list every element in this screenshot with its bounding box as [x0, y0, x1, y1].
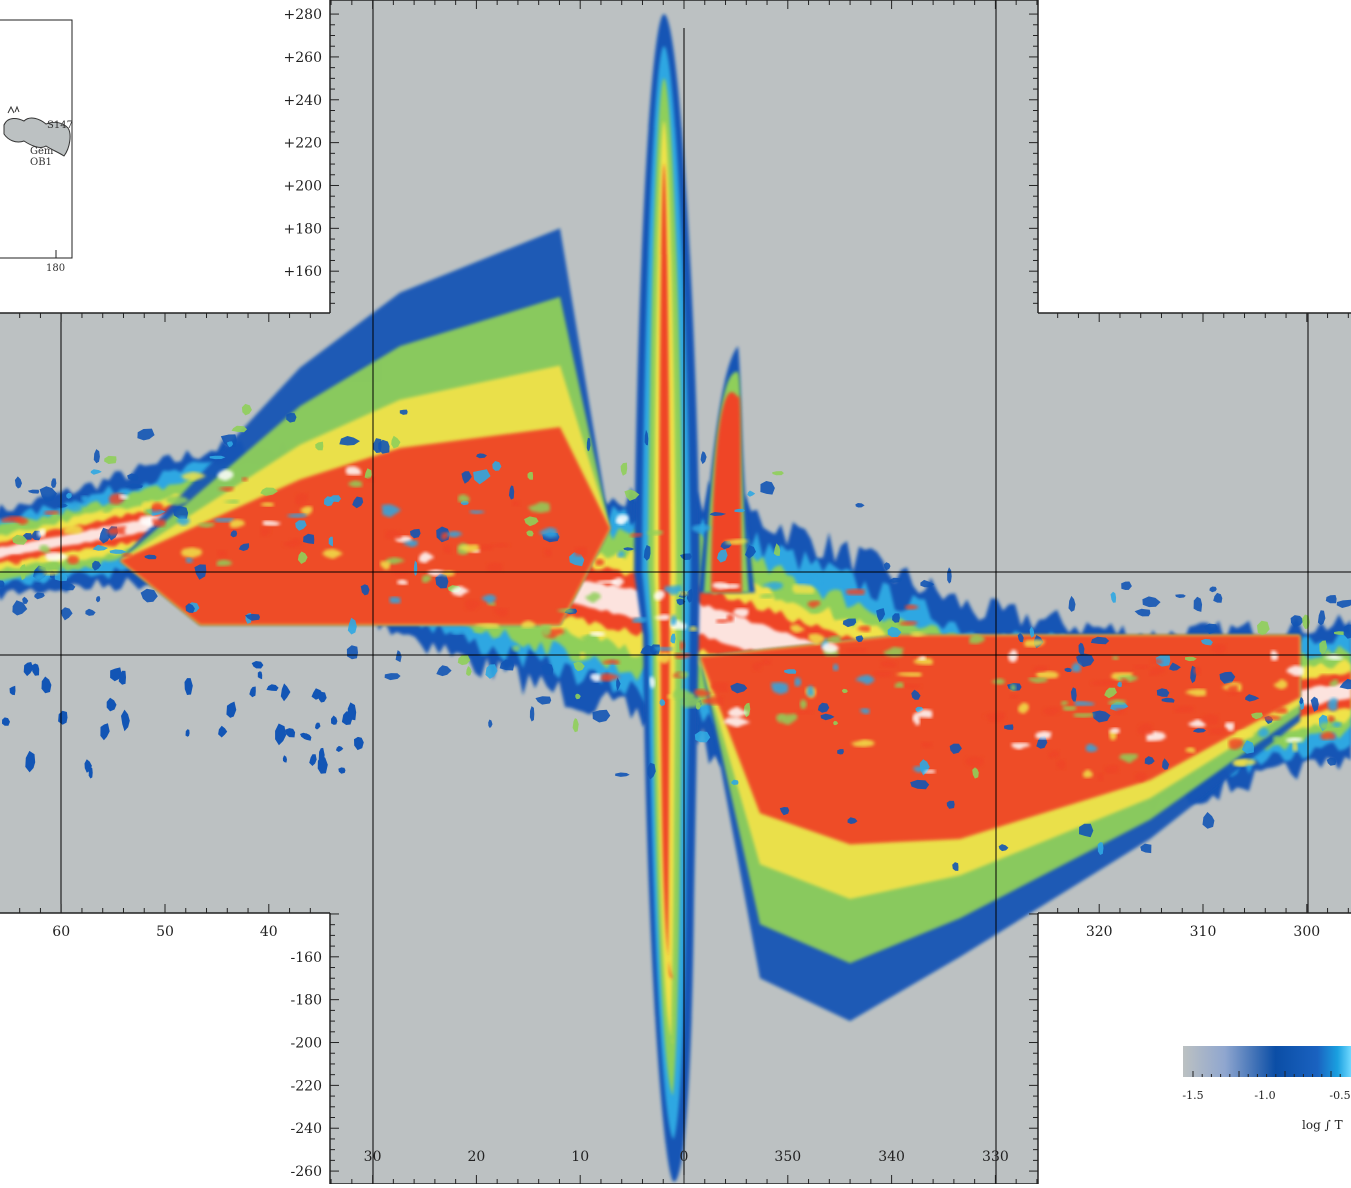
emission-texture: [1210, 728, 1227, 736]
colorbar-tick-neg0-5: -0.5: [1329, 1089, 1350, 1102]
y-tick-label: +260: [284, 50, 322, 66]
inset-label-180: 180: [46, 263, 65, 274]
y-tick-label: -160: [291, 950, 322, 966]
colorbar-tick-neg1-5: -1.5: [1182, 1089, 1203, 1102]
emission-texture: [390, 597, 401, 604]
y-tick-label: -240: [291, 1121, 322, 1137]
colorbar-gradient: [1183, 1046, 1351, 1077]
y-tick-label: +160: [284, 264, 322, 280]
x-tick-label: 310: [1190, 924, 1217, 940]
emission-texture: [479, 544, 493, 550]
x-tick-label: 30: [364, 1149, 382, 1165]
inset-map: S147 Gem OB1 180: [0, 20, 73, 274]
x-tick-label: 20: [467, 1149, 485, 1165]
x-tick-label: 60: [52, 924, 70, 940]
emission-texture: [487, 563, 503, 573]
x-tick-label: 50: [156, 924, 174, 940]
x-tick-label: 300: [1293, 924, 1320, 940]
y-tick-label: +220: [284, 136, 322, 152]
x-tick-label: 0: [680, 1149, 689, 1165]
x-tick-label: 340: [878, 1149, 905, 1165]
emission-texture: [846, 589, 866, 595]
emission-texture: [67, 555, 79, 564]
y-tick-label: +280: [284, 7, 322, 23]
inset-label-ob1: OB1: [30, 157, 52, 168]
emission-texture: [152, 519, 166, 527]
emission-texture: [217, 550, 227, 557]
y-tick-label: -200: [291, 1036, 322, 1052]
x-tick-label: 40: [260, 924, 278, 940]
emission-texture: [81, 496, 89, 502]
emission-texture: [1063, 706, 1077, 711]
colorbar: -1.5 -1.0 -0.5 log ∫ T: [1182, 1046, 1351, 1132]
y-tick-label: +240: [284, 93, 322, 109]
inset-label-s147: S147: [47, 120, 73, 131]
y-tick-label: -260: [291, 1164, 322, 1180]
x-tick-label: 10: [571, 1149, 589, 1165]
x-tick-label: 330: [982, 1149, 1009, 1165]
colorbar-label: log ∫ T: [1302, 1118, 1343, 1132]
y-tick-label: -220: [291, 1078, 322, 1094]
colorbar-tick-neg1-0: -1.0: [1254, 1089, 1275, 1102]
emission-layer: [0, 14, 1351, 1182]
emission-texture: [1010, 694, 1019, 698]
inset-label-gem: Gem: [30, 146, 54, 157]
x-tick-label: 320: [1086, 924, 1113, 940]
y-tick-label: -180: [291, 993, 322, 1009]
y-tick-label: +200: [284, 178, 322, 194]
emission-texture: [575, 547, 587, 556]
x-tick-label: 350: [774, 1149, 801, 1165]
y-tick-label: +180: [284, 221, 322, 237]
